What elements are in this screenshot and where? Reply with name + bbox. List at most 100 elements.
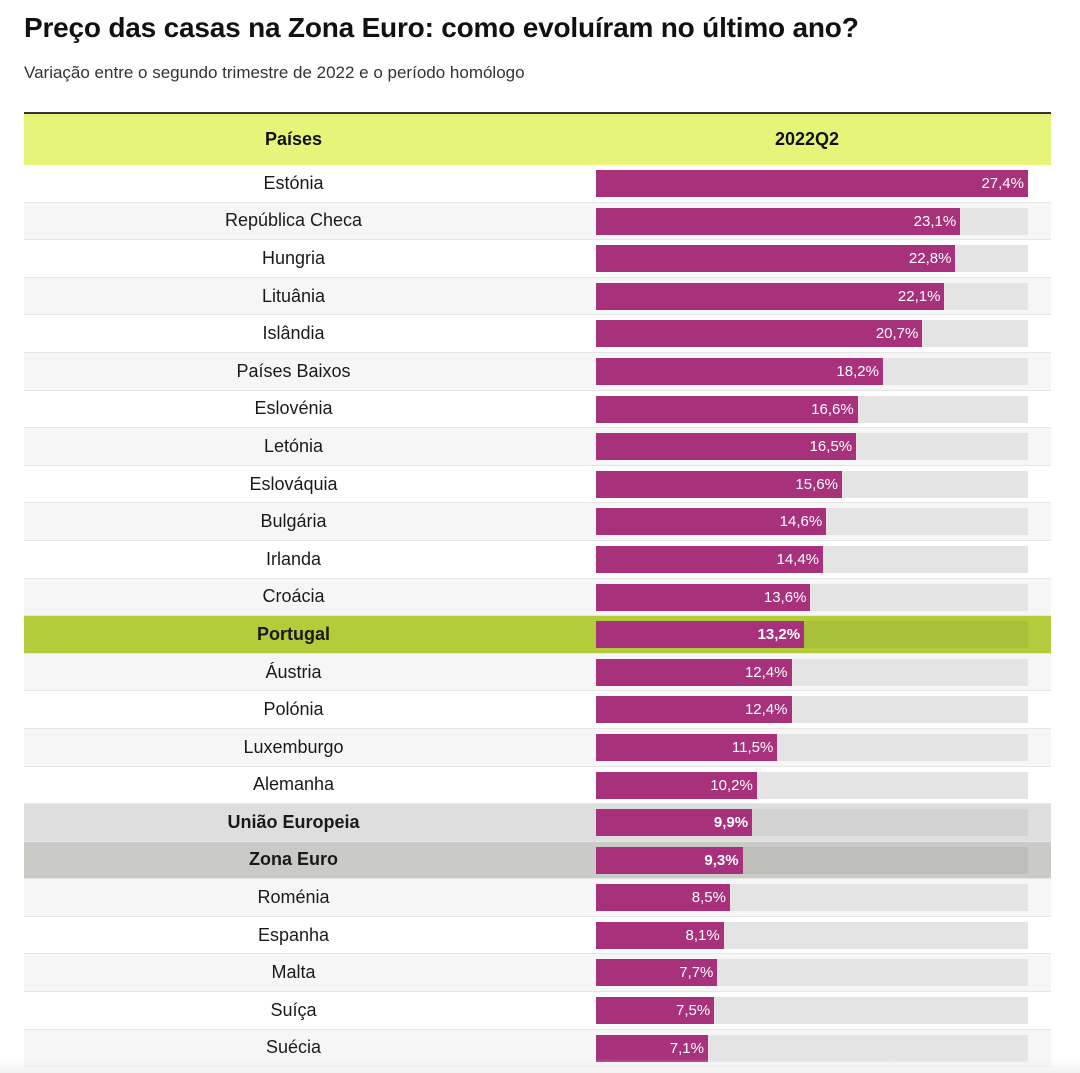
bar-track: 9,9% (596, 809, 1028, 837)
bar-track: 11,5% (596, 733, 1028, 761)
bar[interactable]: 8,1% (596, 921, 724, 949)
bar-cell: 12,4% (563, 654, 1051, 691)
bar[interactable]: 13,6% (596, 583, 811, 611)
table-row: Zona Euro 9,3% (24, 841, 1051, 880)
bar-track: 8,1% (596, 921, 1028, 949)
bar[interactable]: 23,1% (596, 207, 961, 235)
country-label: Espanha (257, 924, 330, 945)
bar-value-label: 9,9% (713, 814, 749, 832)
country-label: Hungria (261, 247, 326, 268)
bar-track: 7,1% (596, 1034, 1028, 1062)
bar[interactable]: 9,9% (596, 809, 753, 837)
bar[interactable]: 10,2% (596, 771, 757, 799)
bar-value-label: 22,1% (897, 287, 941, 305)
country-label: União Europeia (227, 811, 360, 832)
bar[interactable]: 7,5% (596, 997, 715, 1025)
bar[interactable]: 7,7% (596, 959, 718, 987)
bar-track: 12,4% (596, 658, 1028, 686)
column-header-countries[interactable]: Países (264, 129, 323, 149)
bar-value-label: 7,5% (676, 1002, 711, 1020)
country-label: Alemanha (252, 774, 335, 795)
bar-track: 9,3% (596, 846, 1028, 874)
bar-value-label: 14,6% (779, 513, 823, 531)
country-label: Lituânia (261, 285, 326, 306)
bar-track: 10,2% (596, 771, 1028, 799)
bar-value-label: 7,7% (679, 964, 714, 982)
table-row: Eslováquia 15,6% (24, 465, 1051, 504)
bar-track: 7,5% (596, 997, 1028, 1025)
bar-value-label: 22,8% (908, 250, 952, 268)
table-row: Letónia 16,5% (24, 428, 1051, 466)
bar-track: 13,2% (596, 621, 1028, 649)
bar[interactable]: 8,5% (596, 884, 730, 912)
bar[interactable]: 16,5% (596, 433, 857, 461)
bar[interactable]: 16,6% (596, 395, 858, 423)
bar[interactable]: 20,7% (596, 320, 923, 348)
bar[interactable]: 14,4% (596, 545, 824, 573)
country-label: Islândia (262, 323, 325, 344)
bar-value-label: 9,3% (704, 851, 739, 869)
bar-track: 7,7% (596, 959, 1028, 987)
bar[interactable]: 18,2% (596, 357, 883, 385)
table-row: Áustria 12,4% (24, 653, 1051, 692)
chart-title: Preço das casas na Zona Euro: como evolu… (24, 12, 859, 43)
country-label: República Checa (224, 210, 363, 231)
country-label: Eslovénia (254, 398, 333, 419)
bar-value-label: 11,5% (731, 738, 774, 756)
bar-cell: 12,4% (563, 691, 1051, 728)
bar-track: 14,4% (596, 545, 1028, 573)
bar-track: 15,6% (596, 470, 1028, 498)
bar-value-label: 7,1% (669, 1039, 704, 1057)
country-label: Letónia (263, 435, 324, 456)
country-label: Países Baixos (236, 360, 351, 381)
bar-track: 27,4% (596, 170, 1028, 197)
country-label: Malta (271, 962, 316, 983)
bar[interactable]: 12,4% (596, 658, 792, 686)
bar-cell: 27,4% (563, 165, 1051, 202)
bar[interactable]: 15,6% (596, 470, 842, 498)
bar[interactable]: 13,2% (596, 621, 805, 649)
bar-cell: 16,5% (563, 428, 1051, 465)
country-label: Eslováquia (249, 473, 338, 494)
bar-cell: 13,2% (563, 616, 1051, 653)
bar-value-label: 16,6% (811, 400, 854, 418)
table-header: Países 2022Q2 (24, 114, 1051, 165)
bar-value-label: 13,2% (757, 626, 801, 644)
country-label: Bulgária (260, 511, 327, 532)
bar-track: 8,5% (596, 884, 1028, 912)
bar-cell: 15,6% (563, 466, 1051, 503)
table-body: Estónia 27,4% República Checa 23,1% Hungria 2… (24, 165, 1051, 1068)
bar-cell: 9,3% (563, 842, 1051, 879)
table-row: União Europeia 9,9% (24, 804, 1051, 842)
bar[interactable]: 27,4% (596, 170, 1028, 197)
bar[interactable]: 14,6% (596, 508, 827, 536)
table-row: Lituânia 22,1% (24, 277, 1051, 316)
bar-track: 12,4% (596, 696, 1028, 724)
column-header-value[interactable]: 2022Q2 (774, 129, 840, 149)
bar-track: 16,5% (596, 433, 1028, 461)
bar[interactable]: 12,4% (596, 696, 792, 724)
table-row: Islândia 20,7% (24, 315, 1051, 353)
bar-value-label: 13,6% (763, 588, 807, 606)
bar[interactable]: 22,1% (596, 282, 945, 310)
bar-track: 16,6% (596, 395, 1028, 423)
table-row: Croácia 13,6% (24, 578, 1051, 617)
bar[interactable]: 22,8% (596, 245, 956, 273)
bar-cell: 14,6% (563, 503, 1051, 540)
bar[interactable]: 9,3% (596, 846, 743, 874)
bar[interactable]: 11,5% (596, 733, 778, 761)
bar[interactable]: 7,1% (596, 1034, 708, 1062)
bar-cell: 16,6% (563, 391, 1051, 428)
bar-value-label: 12,4% (744, 663, 788, 681)
table-row: Luxemburgo 11,5% (24, 728, 1051, 767)
data-table: Países 2022Q2 Estónia 27,4% República Chec… (24, 112, 1051, 1068)
table-row: Hungria 22,8% (24, 240, 1051, 278)
bar-cell: 7,5% (563, 992, 1051, 1029)
country-label: Estónia (263, 172, 324, 193)
table-row: Malta 7,7% (24, 954, 1051, 993)
country-label: Suíça (270, 999, 317, 1020)
bar-cell: 20,7% (563, 315, 1051, 352)
bar-value-label: 14,4% (776, 550, 820, 568)
bar-cell: 22,1% (563, 278, 1051, 315)
country-label: Luxemburgo (243, 736, 344, 757)
